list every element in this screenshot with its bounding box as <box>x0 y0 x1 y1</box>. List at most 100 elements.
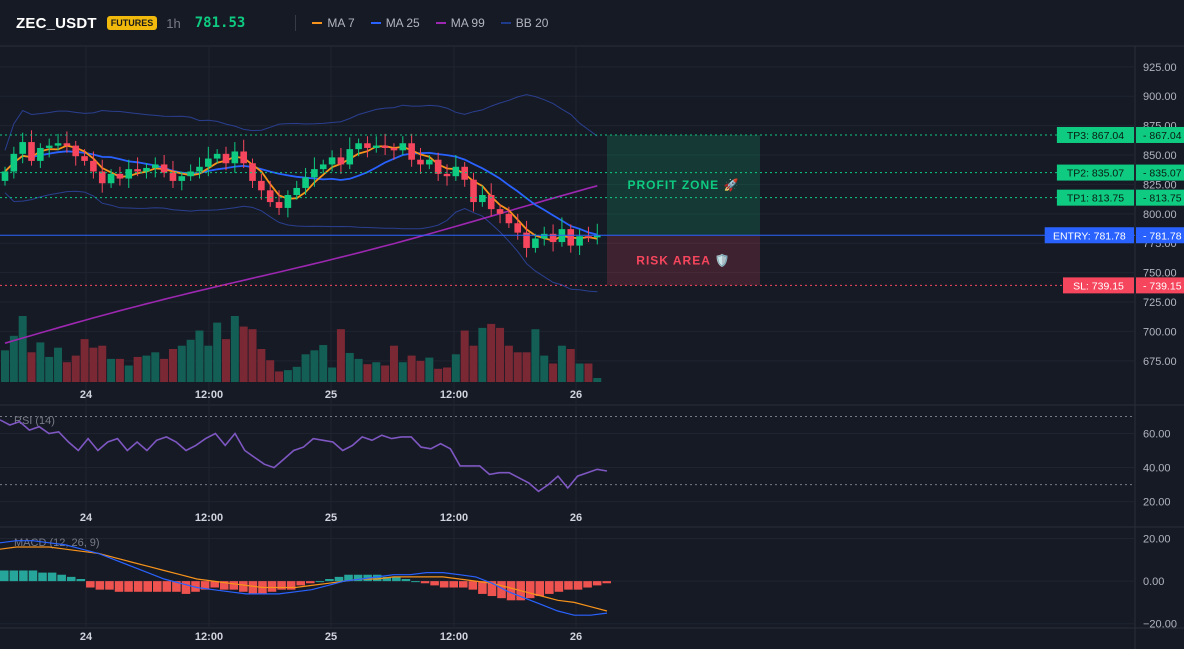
volume-bar <box>487 323 496 382</box>
candle-body <box>390 147 398 151</box>
candle-body <box>63 143 71 146</box>
symbol-label[interactable]: ZEC_USDT <box>16 14 97 32</box>
macd-histogram-bar <box>564 581 573 590</box>
tp3-tag <box>1056 126 1134 143</box>
macd-histogram-bar <box>66 576 76 582</box>
rsi-title: RSI (14) <box>14 415 55 427</box>
volume-bar <box>275 371 284 382</box>
macd-histogram-bar <box>296 581 305 586</box>
macd-histogram-bar <box>382 576 392 582</box>
candle-body <box>514 223 522 233</box>
candle-body <box>45 145 53 148</box>
legend-ma7[interactable]: MA 7 <box>312 16 355 30</box>
volume-bar <box>257 349 266 382</box>
candle-body <box>328 157 336 165</box>
volume-bar <box>124 365 133 382</box>
macd-tick-label: 20.00 <box>1143 534 1171 546</box>
sl-axis-tag-label: - 739.15 <box>1143 280 1182 292</box>
volume-bar <box>204 345 213 382</box>
tp2-tag-label: TP2: 835.07 <box>1067 168 1124 180</box>
volume-bar <box>195 330 204 382</box>
macd-histogram-bar <box>420 581 430 584</box>
profit-zone <box>607 134 760 236</box>
legend-swatch-bb20 <box>500 22 511 24</box>
volume-bar <box>283 370 292 382</box>
legend-ma99[interactable]: MA 99 <box>435 16 485 30</box>
volume-bar <box>107 358 116 382</box>
candle-body <box>19 142 26 154</box>
candle-body <box>134 169 141 172</box>
volume-bar <box>98 345 107 382</box>
macd-pane[interactable]: MACD (12, 26, 9) <box>0 537 611 616</box>
macd-histogram-bar <box>19 570 28 582</box>
price-x-tick-label: 26 <box>570 389 582 401</box>
entry-tag <box>1044 227 1134 244</box>
candle-body <box>426 159 433 165</box>
volume-bar <box>213 322 222 382</box>
tp3-tag-label: TP3: 867.04 <box>1067 130 1124 142</box>
candle-body <box>222 153 230 164</box>
macd-histogram-bar <box>573 581 583 590</box>
price-tick-label: 825.00 <box>1143 179 1177 191</box>
price-tick-label: 800.00 <box>1143 209 1177 221</box>
macd-histogram-bar <box>172 581 181 592</box>
macd-title: MACD (12, 26, 9) <box>14 537 100 549</box>
volume-bar <box>222 339 230 382</box>
volume-bar <box>584 363 593 382</box>
macd-histogram-bar <box>545 581 554 594</box>
macd-histogram-bar <box>143 581 152 592</box>
candle-body <box>205 158 212 167</box>
header-divider <box>295 15 297 31</box>
volume-bar <box>407 355 416 382</box>
volume-bar <box>478 327 487 382</box>
volume-bar <box>566 349 575 382</box>
candle-body <box>487 195 495 210</box>
legend-swatch-ma99 <box>435 22 446 24</box>
macd-histogram-bar <box>344 574 353 582</box>
macd-tick-label: 0.00 <box>1143 576 1164 588</box>
candle-body <box>178 176 186 181</box>
rsi-tick-label: 60.00 <box>1143 429 1171 441</box>
legend-bb20[interactable]: BB 20 <box>500 16 548 30</box>
price-x-tick-label: 24 <box>80 389 93 401</box>
candle-body <box>417 159 424 165</box>
macd-line <box>0 540 608 616</box>
candle-body <box>576 236 583 246</box>
macd-histogram-bar <box>239 581 248 592</box>
legend-ma25[interactable]: MA 25 <box>370 16 420 30</box>
price-tick-label: 750.00 <box>1143 268 1177 280</box>
macd-histogram-bar <box>28 570 38 582</box>
rsi-x-tick-label: 26 <box>570 512 582 524</box>
macd-histogram-bar <box>325 579 334 582</box>
candle-body <box>160 164 168 173</box>
candle-body <box>337 157 345 165</box>
macd-histogram-bar <box>411 581 420 583</box>
volume-bar <box>142 355 151 382</box>
volume-bar <box>549 363 558 382</box>
volume-bar <box>18 316 27 382</box>
candle-body <box>125 169 133 179</box>
macd-histogram-bar <box>286 581 296 590</box>
candle-body <box>364 143 371 148</box>
macd-histogram-bar <box>0 570 9 582</box>
candle-body <box>143 167 150 172</box>
volume-bar <box>522 352 531 382</box>
candle-body <box>28 142 35 161</box>
price-axis[interactable]: 675.00700.00725.00750.00775.00800.00825.… <box>80 62 1184 643</box>
timeframe-label[interactable]: 1h <box>166 15 181 31</box>
candle-body <box>116 173 124 179</box>
chart-header: ZEC_USDT FUTURES 1h 781.53 MA 7 MA 25 MA… <box>0 0 1184 46</box>
rsi-pane[interactable]: RSI (14) <box>0 415 1135 493</box>
candle-body <box>231 151 239 164</box>
candle-body <box>266 190 274 203</box>
volume-bar <box>593 378 602 382</box>
tp1-tag <box>1056 189 1134 206</box>
tp2-axis-tag-label: - 835.07 <box>1143 168 1182 180</box>
rsi-x-tick-label: 25 <box>325 512 337 524</box>
macd-histogram-bar <box>535 581 545 597</box>
price-pane[interactable]: PROFIT ZONE 🚀 RISK AREA 🛡️ <box>0 94 1135 382</box>
volume-bar <box>319 345 328 382</box>
candle-body <box>585 236 592 238</box>
macd-histogram-bar <box>525 581 535 599</box>
